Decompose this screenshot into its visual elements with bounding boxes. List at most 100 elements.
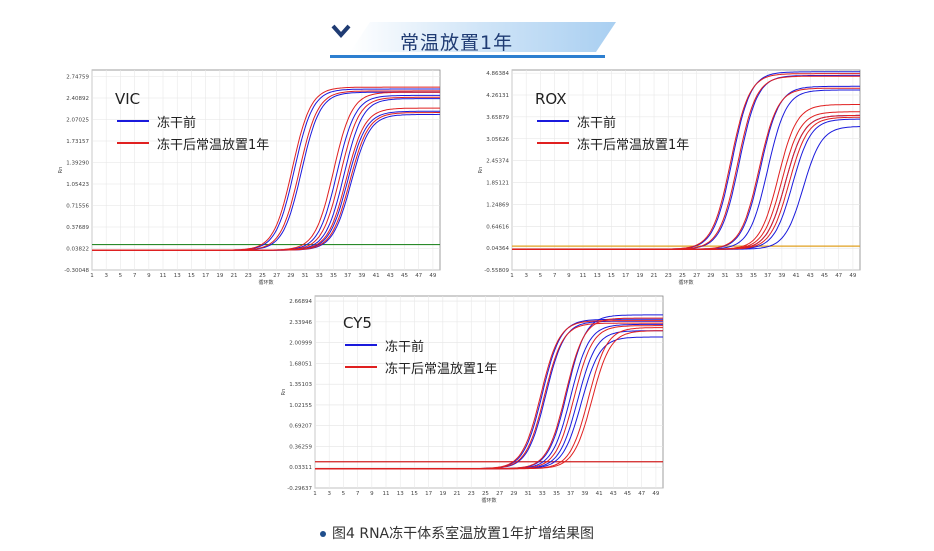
y-tick-label: 2.07025 xyxy=(66,118,89,124)
y-tick-label: 1.73157 xyxy=(66,139,89,145)
x-tick-label: 13 xyxy=(397,491,404,497)
x-tick-label: 3 xyxy=(524,273,528,279)
legend-item-after: 冻干后常温放置1年 xyxy=(117,132,269,154)
y-tick-label: 1.24869 xyxy=(486,202,509,208)
y-tick-label: 2.00999 xyxy=(289,341,312,347)
x-tick-label: 9 xyxy=(567,273,571,279)
amplification-curve xyxy=(315,330,663,470)
legend-label-after: 冻干后常温放置1年 xyxy=(385,361,498,377)
x-axis-label: 循环数 xyxy=(481,497,496,504)
x-tick-label: 17 xyxy=(622,273,629,279)
x-tick-label: 5 xyxy=(342,491,346,497)
legend-item-after: 冻干后常温放置1年 xyxy=(537,132,689,154)
legend-swatch-after xyxy=(117,142,149,144)
y-tick-label: 2.74759 xyxy=(66,75,89,81)
y-tick-label: 1.35103 xyxy=(289,382,312,388)
y-tick-label: 0.04364 xyxy=(486,246,509,252)
x-tick-label: 41 xyxy=(373,273,380,279)
legend-item-before: 冻干前 xyxy=(117,110,269,132)
legend-label-after: 冻干后常温放置1年 xyxy=(157,137,270,153)
x-tick-label: 41 xyxy=(793,273,800,279)
rox-title: ROX xyxy=(535,90,567,108)
x-tick-label: 31 xyxy=(302,273,309,279)
x-tick-label: 39 xyxy=(358,273,365,279)
x-tick-label: 5 xyxy=(539,273,543,279)
legend-label-before: 冻干前 xyxy=(577,115,617,131)
x-tick-label: 37 xyxy=(764,273,771,279)
x-tick-label: 39 xyxy=(778,273,785,279)
x-axis-label: 循环数 xyxy=(258,279,273,286)
y-tick-label: 2.33946 xyxy=(289,320,312,326)
y-tick-label: 0.69207 xyxy=(289,424,312,430)
x-tick-label: 35 xyxy=(750,273,757,279)
banner-background xyxy=(330,22,616,58)
x-tick-label: 9 xyxy=(147,273,151,279)
y-tick-label: 4.86384 xyxy=(486,71,509,77)
y-tick-label: -0.30048 xyxy=(64,268,89,274)
x-tick-label: 15 xyxy=(188,273,195,279)
cy5-title: CY5 xyxy=(343,314,372,332)
vic-plot: -0.30048 0.03822 0.37689 0.71556 1.05423 1.39… xyxy=(58,69,441,286)
x-tick-label: 11 xyxy=(383,491,390,497)
y-tick-label: 1.02155 xyxy=(289,403,312,409)
chevron-down-icon xyxy=(331,24,351,39)
y-tick-label: 0.36259 xyxy=(289,444,312,450)
y-tick-label: 1.85121 xyxy=(486,181,509,187)
y-tick-label: 2.45374 xyxy=(486,159,509,165)
x-tick-label: 29 xyxy=(707,273,714,279)
x-tick-label: 35 xyxy=(330,273,337,279)
x-tick-label: 7 xyxy=(133,273,137,279)
x-tick-label: 21 xyxy=(651,273,658,279)
x-tick-label: 33 xyxy=(539,491,546,497)
x-tick-label: 43 xyxy=(807,273,814,279)
x-tick-label: 35 xyxy=(553,491,560,497)
legend-item-before: 冻干前 xyxy=(537,110,689,132)
x-tick-label: 25 xyxy=(679,273,686,279)
x-tick-label: 21 xyxy=(231,273,238,279)
vic-legend: 冻干前 冻干后常温放置1年 xyxy=(117,110,269,154)
x-tick-label: 25 xyxy=(482,491,489,497)
legend-item-after: 冻干后常温放置1年 xyxy=(345,356,497,378)
x-tick-label: 41 xyxy=(596,491,603,497)
y-axis-label: Rn xyxy=(58,167,64,174)
y-tick-label: 1.68051 xyxy=(289,361,312,367)
y-tick-label: 2.66894 xyxy=(289,299,312,305)
x-tick-label: 49 xyxy=(429,273,436,279)
y-tick-label: 1.39290 xyxy=(66,161,89,167)
x-tick-label: 25 xyxy=(259,273,266,279)
y-tick-label: 0.37689 xyxy=(66,225,89,231)
y-tick-label: 4.26131 xyxy=(486,93,509,99)
x-tick-label: 19 xyxy=(439,491,446,497)
section-banner: 常温放置1年 xyxy=(330,22,616,60)
banner-title: 常温放置1年 xyxy=(400,32,514,54)
x-tick-label: 47 xyxy=(415,273,422,279)
legend-label-before: 冻干前 xyxy=(157,115,197,131)
x-tick-label: 13 xyxy=(594,273,601,279)
y-tick-label: 2.40892 xyxy=(66,96,89,102)
x-tick-label: 23 xyxy=(468,491,475,497)
x-tick-label: 29 xyxy=(510,491,517,497)
x-tick-label: 29 xyxy=(287,273,294,279)
x-tick-label: 11 xyxy=(580,273,587,279)
y-tick-label: 3.05626 xyxy=(486,137,509,143)
y-tick-label: -0.29637 xyxy=(287,486,312,492)
caption-text: 图4 RNA冻干体系室温放置1年扩增结果图 xyxy=(332,526,595,542)
x-tick-label: 31 xyxy=(525,491,532,497)
y-tick-label: -0.55809 xyxy=(484,268,509,274)
x-tick-label: 13 xyxy=(174,273,181,279)
x-tick-label: 11 xyxy=(160,273,167,279)
y-tick-label: 0.64616 xyxy=(486,224,509,230)
rox-plot: -0.55809 0.04364 0.64616 1.24869 1.85121 2.45… xyxy=(478,69,861,286)
x-tick-label: 7 xyxy=(553,273,557,279)
x-tick-label: 43 xyxy=(387,273,394,279)
x-tick-label: 27 xyxy=(693,273,700,279)
x-tick-label: 1 xyxy=(90,273,94,279)
vic-title: VIC xyxy=(115,90,141,108)
x-tick-label: 27 xyxy=(496,491,503,497)
x-tick-label: 27 xyxy=(273,273,280,279)
x-tick-label: 47 xyxy=(638,491,645,497)
bullet-icon xyxy=(320,531,326,537)
x-tick-label: 1 xyxy=(313,491,317,497)
x-tick-label: 15 xyxy=(411,491,418,497)
x-tick-label: 47 xyxy=(835,273,842,279)
